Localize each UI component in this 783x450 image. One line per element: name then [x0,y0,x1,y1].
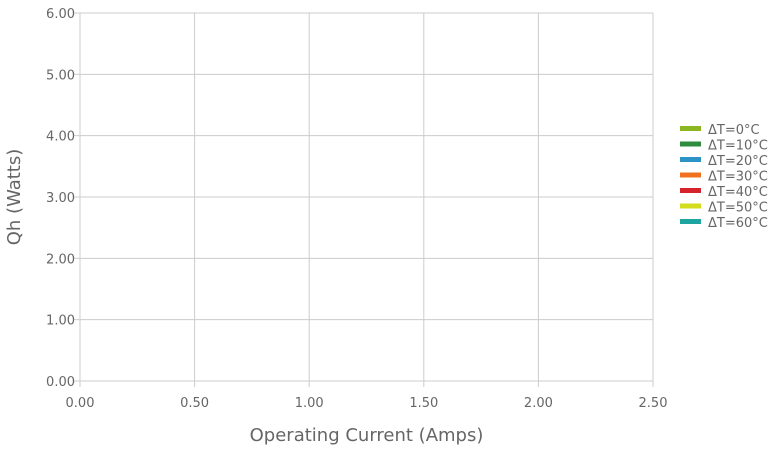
x-tick-label: 0.00 [66,396,95,411]
legend-swatch [680,219,701,224]
y-tick-label: 1.00 [46,314,75,329]
legend-label: ΔT=50°C [708,201,768,216]
y-tick-label: 5.00 [46,68,75,83]
y-tick-label: 3.00 [46,191,75,206]
x-axis-title: Operating Current (Amps) [250,425,484,446]
tick-labels: 0.00 1.00 2.00 3.00 4.00 5.00 6.00 0.00 0.50 1.00… [46,7,667,411]
y-tick-label: 0.00 [46,375,75,390]
legend-swatch [680,126,701,131]
legend-label: ΔT=10°C [708,139,768,154]
legend-label: ΔT=60°C [708,216,768,231]
legend-label: ΔT=30°C [708,170,768,185]
grid [79,12,654,382]
legend: ΔT=0°CΔT=10°CΔT=20°CΔT=30°CΔT=40°CΔT=50°… [680,123,768,231]
legend-label: ΔT=0°C [708,123,760,138]
legend-swatch [680,157,701,162]
y-tick-label: 2.00 [46,252,75,267]
legend-swatch [680,188,701,193]
legend-swatch [680,141,701,147]
x-tick-label: 2.00 [524,396,553,411]
legend-swatch [680,203,701,209]
legend-swatch [680,172,701,178]
legend-label: ΔT=40°C [708,185,768,200]
x-tick-label: 0.50 [180,396,209,411]
axes [74,12,654,387]
x-tick-label: 1.00 [295,396,324,411]
x-tick-label: 1.50 [409,396,438,411]
x-tick-label: 2.50 [639,396,668,411]
y-tick-label: 6.00 [46,7,75,22]
y-axis-title: Qh (Watts) [4,149,25,246]
legend-label: ΔT=20°C [708,154,768,169]
y-tick-label: 4.00 [46,130,75,145]
